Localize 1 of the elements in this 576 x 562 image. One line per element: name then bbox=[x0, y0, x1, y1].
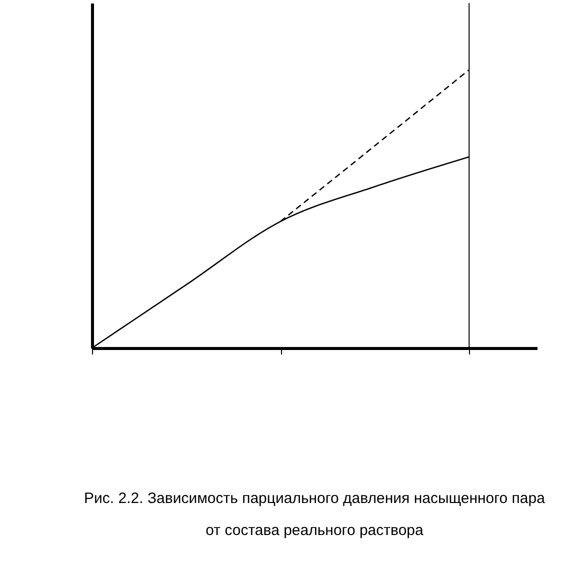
text: Рис. 2.2. Зависимость парциального давления насыщенного пара от состава реального раствора bbox=[84, 490, 546, 539]
